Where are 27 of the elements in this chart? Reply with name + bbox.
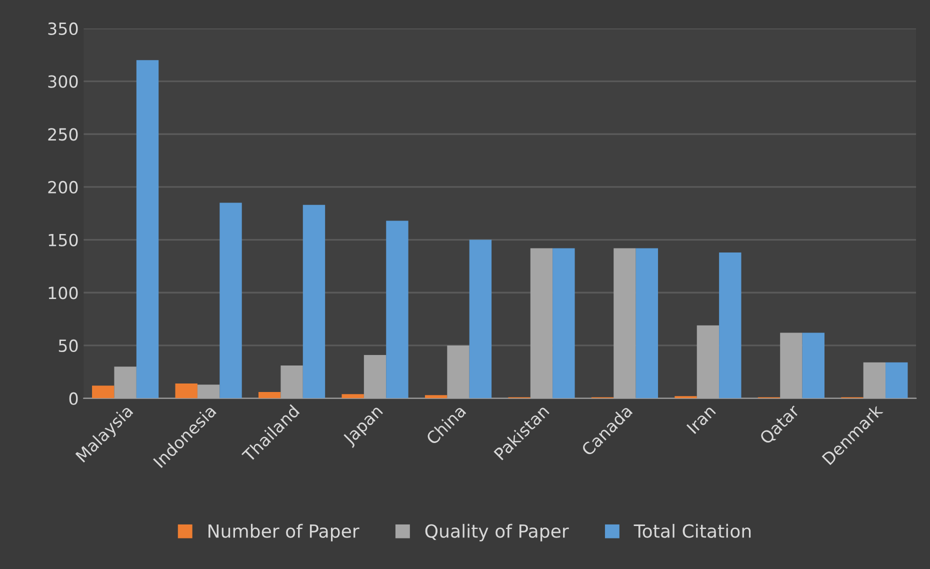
bar — [719, 252, 742, 398]
y-tick-label: 250 — [48, 128, 78, 141]
legend-label: Quality of Paper — [425, 524, 569, 542]
bar — [220, 202, 242, 398]
bar — [802, 332, 824, 398]
bar — [136, 60, 159, 398]
bar — [886, 362, 908, 398]
legend-label: Total Citation — [634, 524, 751, 538]
y-tick-label: 350 — [48, 22, 78, 36]
bar — [342, 394, 364, 398]
bar — [469, 240, 492, 398]
legend-label: Number of Paper — [208, 524, 360, 542]
bar — [258, 392, 281, 398]
bar — [175, 384, 198, 398]
bar — [92, 386, 114, 398]
y-tick-label: 0 — [69, 392, 78, 405]
y-tick-label: 150 — [48, 234, 78, 246]
bar — [552, 248, 575, 398]
x-tick-label: Iran — [686, 404, 716, 434]
bar — [636, 248, 658, 398]
y-tick-label: 200 — [48, 180, 78, 194]
y-tick-label: 100 — [48, 286, 78, 300]
y-tick-label: 300 — [48, 75, 78, 88]
bar — [386, 220, 408, 398]
bar — [424, 395, 448, 398]
bar — [302, 204, 326, 398]
y-tick-label: 50 — [58, 339, 78, 352]
